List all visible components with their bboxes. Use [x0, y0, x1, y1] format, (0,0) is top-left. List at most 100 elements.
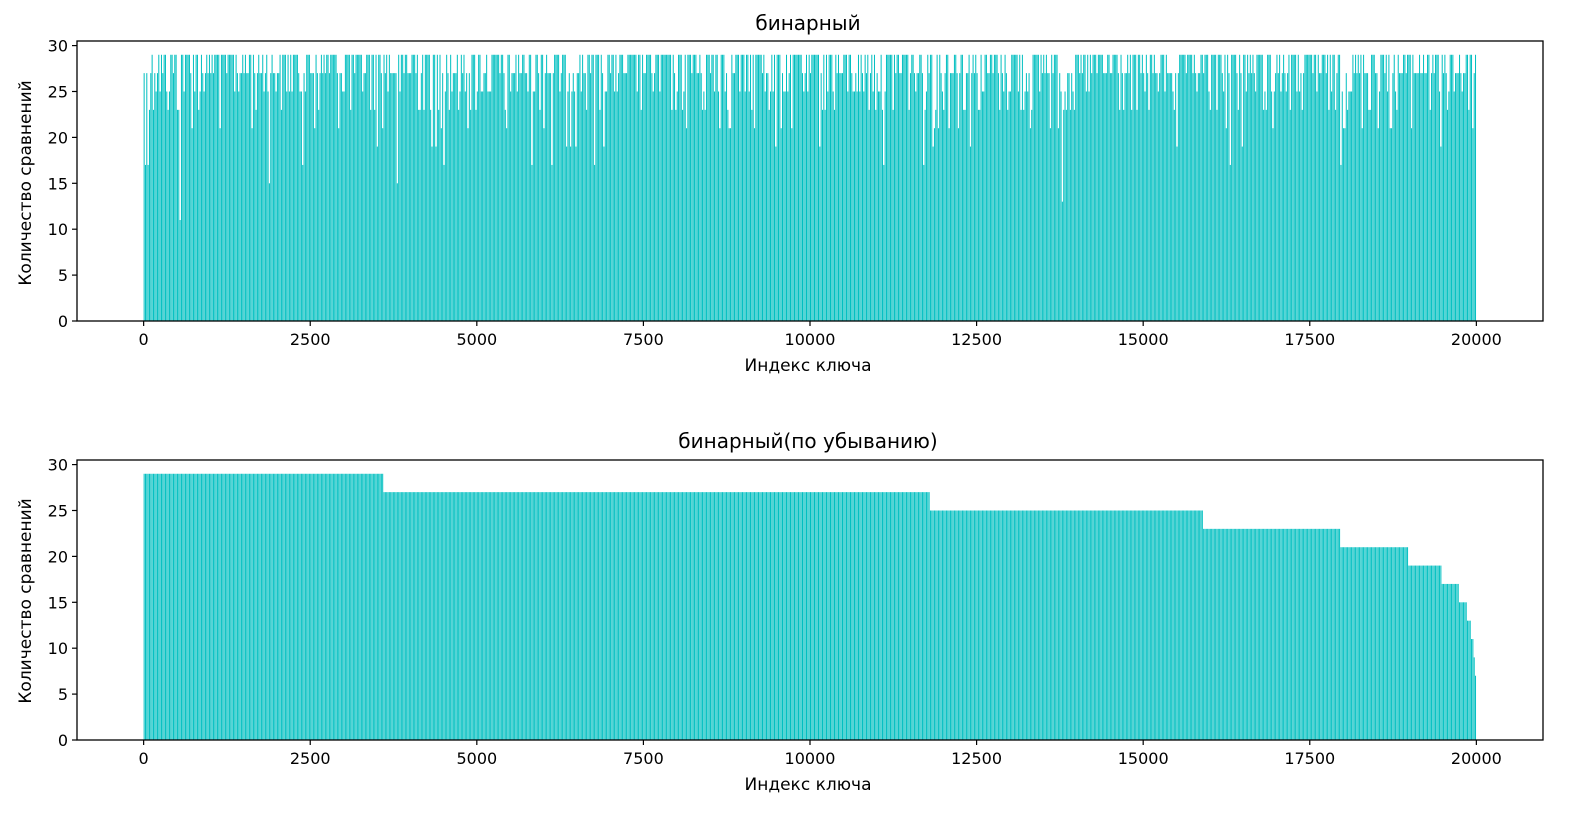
bar — [927, 492, 929, 740]
bar — [841, 492, 843, 740]
bar — [888, 54, 890, 322]
bar — [861, 492, 863, 740]
bar — [1183, 54, 1185, 322]
bar — [399, 492, 401, 740]
bar — [963, 510, 965, 740]
bar — [147, 164, 149, 321]
bar — [631, 492, 633, 740]
bar — [1239, 528, 1241, 740]
bar — [182, 473, 184, 740]
bar — [1151, 54, 1153, 322]
bar — [770, 492, 772, 740]
bar — [815, 492, 817, 740]
bar — [1076, 510, 1078, 740]
bar — [993, 510, 995, 740]
bar — [1131, 109, 1133, 321]
bar — [1349, 547, 1351, 740]
bar — [1159, 73, 1161, 321]
bar — [845, 54, 847, 322]
bar — [1115, 510, 1117, 740]
bar — [682, 492, 684, 740]
bar — [911, 54, 913, 322]
bar — [446, 492, 448, 740]
bar — [837, 54, 839, 322]
bar — [844, 54, 846, 322]
bar — [184, 54, 186, 322]
bar — [670, 492, 672, 740]
bar — [202, 73, 204, 321]
bar — [1095, 510, 1097, 740]
bar — [997, 73, 999, 321]
bar — [908, 109, 910, 321]
bar — [1361, 128, 1363, 321]
bar — [1473, 657, 1475, 740]
bar — [920, 492, 922, 740]
bar — [1003, 510, 1005, 740]
bar — [1303, 528, 1305, 740]
bar — [1125, 73, 1127, 321]
bar — [526, 73, 528, 321]
bar — [370, 109, 372, 321]
bar — [1280, 91, 1282, 322]
bar — [961, 54, 963, 322]
bar — [1000, 54, 1002, 322]
bar — [1103, 510, 1105, 740]
bar — [1407, 547, 1409, 740]
bar — [438, 492, 440, 740]
bar — [567, 91, 569, 322]
bar — [1065, 510, 1067, 740]
bar — [680, 54, 682, 322]
bar — [1239, 54, 1241, 322]
bar — [291, 91, 293, 322]
bar — [487, 91, 489, 322]
bar — [952, 510, 954, 740]
bar — [610, 492, 612, 740]
bar — [1412, 54, 1414, 322]
bar — [798, 54, 800, 322]
bar — [853, 91, 855, 322]
y-axis-label: Количество сравнений — [16, 80, 36, 285]
bar — [535, 54, 537, 322]
bar — [1175, 510, 1177, 740]
bar — [340, 73, 342, 321]
bar — [711, 54, 713, 322]
bar — [704, 109, 706, 321]
bar — [873, 54, 875, 322]
bar — [563, 54, 565, 322]
bar — [1141, 54, 1143, 322]
bar — [1397, 54, 1399, 322]
bar — [1087, 510, 1089, 740]
bar — [435, 146, 437, 321]
bar — [1409, 565, 1411, 740]
bar — [256, 473, 258, 740]
bar — [664, 492, 666, 740]
bar — [1413, 565, 1415, 740]
bar — [186, 54, 188, 322]
bar — [383, 54, 385, 322]
bar — [981, 91, 983, 322]
bar — [540, 492, 542, 740]
bar — [1181, 510, 1183, 740]
bar — [1137, 54, 1139, 322]
bar — [1232, 54, 1234, 322]
bar — [263, 473, 265, 740]
bar — [706, 54, 708, 322]
bar — [877, 492, 879, 740]
bar — [1125, 510, 1127, 740]
bar — [991, 510, 993, 740]
bar — [1407, 54, 1409, 322]
bar — [143, 73, 145, 321]
bar — [1299, 91, 1301, 322]
bar — [411, 54, 413, 322]
bar — [495, 492, 497, 740]
bar — [1428, 54, 1430, 322]
bar — [1433, 565, 1435, 740]
bar — [1085, 91, 1087, 322]
bar — [380, 73, 382, 321]
bar — [1031, 109, 1033, 321]
bar — [1312, 528, 1314, 740]
bar — [510, 492, 512, 740]
bar — [1205, 528, 1207, 740]
bar — [1253, 73, 1255, 321]
bar — [1447, 583, 1449, 740]
